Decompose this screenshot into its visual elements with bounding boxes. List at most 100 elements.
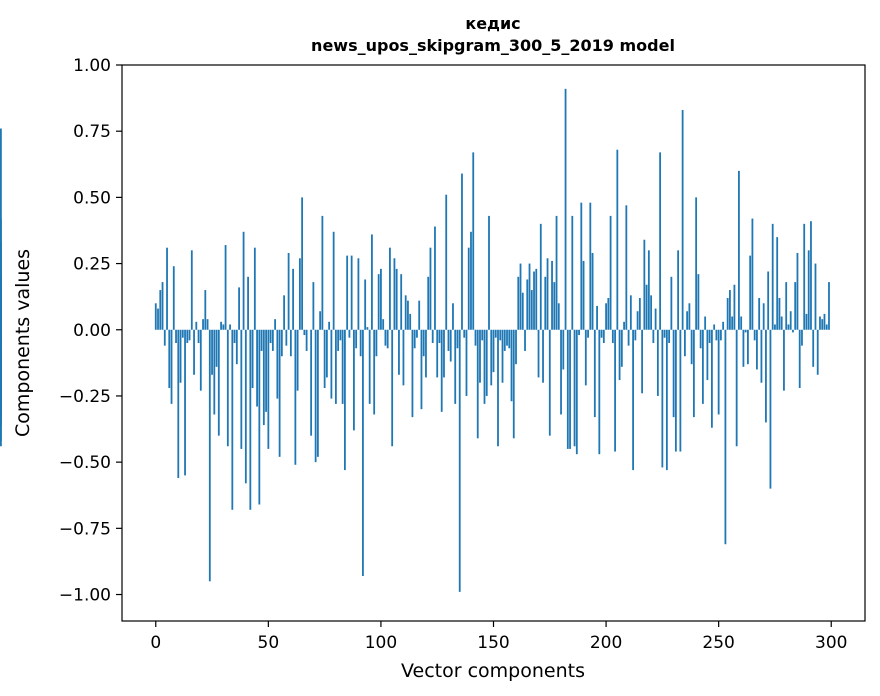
bar-136 <box>461 173 463 330</box>
x-tick-label: 200 <box>590 633 622 653</box>
bar-10 <box>177 329 180 479</box>
bar-83 <box>341 329 344 404</box>
bar-96 <box>371 234 373 330</box>
bar-235 <box>683 329 686 357</box>
bar-95 <box>368 329 371 404</box>
y-tick-label: −0.50 <box>59 453 111 473</box>
bar-59 <box>287 252 290 330</box>
bar-100 <box>380 268 382 330</box>
bar-219 <box>647 250 650 330</box>
bar-47 <box>260 329 263 351</box>
bar-163 <box>521 292 524 330</box>
bar-85 <box>346 255 349 330</box>
bar-282 <box>789 311 792 330</box>
bar-212 <box>632 329 634 471</box>
x-tick-label: 300 <box>815 633 847 653</box>
bar-289 <box>805 313 808 330</box>
bar-162 <box>519 263 522 330</box>
bar-78 <box>330 329 333 399</box>
bar-0 <box>154 303 157 330</box>
bar-173 <box>544 276 547 330</box>
bar-222 <box>654 308 657 330</box>
bar-3 <box>161 282 164 330</box>
bar-30 <box>222 324 225 330</box>
bar-9 <box>175 329 177 343</box>
bar-84 <box>344 329 346 471</box>
bar-44 <box>253 247 256 330</box>
bar-53 <box>274 319 276 330</box>
bar-55 <box>278 329 281 457</box>
x-tick-label: 50 <box>258 633 280 653</box>
bar-90 <box>357 258 360 330</box>
bar-19 <box>197 329 200 343</box>
bar-92 <box>362 329 364 576</box>
bar-236 <box>686 311 689 330</box>
bar-34 <box>231 329 234 510</box>
bar-170 <box>537 329 540 378</box>
y-axis: 1.00 0.75 0.50 0.25 0.00 −0.25 −0.50 −0.75 −1.00 <box>59 56 122 606</box>
bar-253 <box>724 329 727 545</box>
bar-296 <box>821 319 824 330</box>
bar-223 <box>656 329 659 396</box>
bar-77 <box>328 321 331 330</box>
bar-147 <box>485 329 488 396</box>
bar-52 <box>271 329 274 351</box>
bar-69 <box>310 329 313 436</box>
bar-273 <box>769 329 772 489</box>
bar-260 <box>740 316 743 330</box>
x-axis-label: Vector components <box>401 660 585 682</box>
bar-287 <box>801 329 803 346</box>
bar-37 <box>238 287 240 330</box>
bar-153 <box>499 329 502 341</box>
bar-169 <box>535 268 538 330</box>
bar-125 <box>436 329 439 378</box>
bar-240 <box>695 197 698 330</box>
bar-152 <box>497 329 499 447</box>
bar-75 <box>323 329 326 389</box>
bar-14 <box>186 329 189 343</box>
bar-190 <box>582 260 585 330</box>
bar-208 <box>623 321 625 330</box>
bar-254 <box>726 297 729 330</box>
bar-232 <box>677 250 680 330</box>
bar-123 <box>431 329 434 343</box>
bar-217 <box>643 239 646 330</box>
bar-22 <box>204 290 207 330</box>
bar-82 <box>339 329 342 341</box>
bar-199 <box>602 329 605 343</box>
bar-264 <box>749 255 752 330</box>
y-axis-label: Components values <box>12 249 34 437</box>
bar-271 <box>765 329 767 423</box>
bar-201 <box>607 297 610 330</box>
x-tick-label: 150 <box>477 633 509 653</box>
bar-297 <box>823 313 826 330</box>
bar-63 <box>296 329 299 391</box>
bar-182 <box>564 88 567 330</box>
bar-23 <box>206 319 209 330</box>
bar-28 <box>217 329 220 436</box>
bar-86 <box>348 329 351 338</box>
bar-134 <box>456 329 459 349</box>
x-tick-label: 250 <box>702 633 734 653</box>
bar-127 <box>440 329 443 412</box>
bar-168 <box>533 271 535 330</box>
bar-151 <box>494 329 497 338</box>
bar-132 <box>452 303 454 330</box>
bar-112 <box>407 300 409 330</box>
bar-248 <box>713 324 716 330</box>
bar-274 <box>771 223 774 330</box>
bar-67 <box>305 329 308 351</box>
bar-228 <box>668 329 671 343</box>
bar-258 <box>735 329 738 447</box>
x-axis: 0 50 100 150 200 250 300 <box>150 621 847 653</box>
bar-143 <box>476 329 479 439</box>
bar-18 <box>195 321 198 330</box>
bar-5 <box>166 247 168 330</box>
bar-183 <box>566 329 569 449</box>
bar-243 <box>701 329 704 404</box>
bar-13 <box>184 329 186 476</box>
bar-255 <box>729 290 731 330</box>
bar-244 <box>704 316 707 330</box>
bar-135 <box>458 329 461 592</box>
bar-266 <box>753 329 756 341</box>
